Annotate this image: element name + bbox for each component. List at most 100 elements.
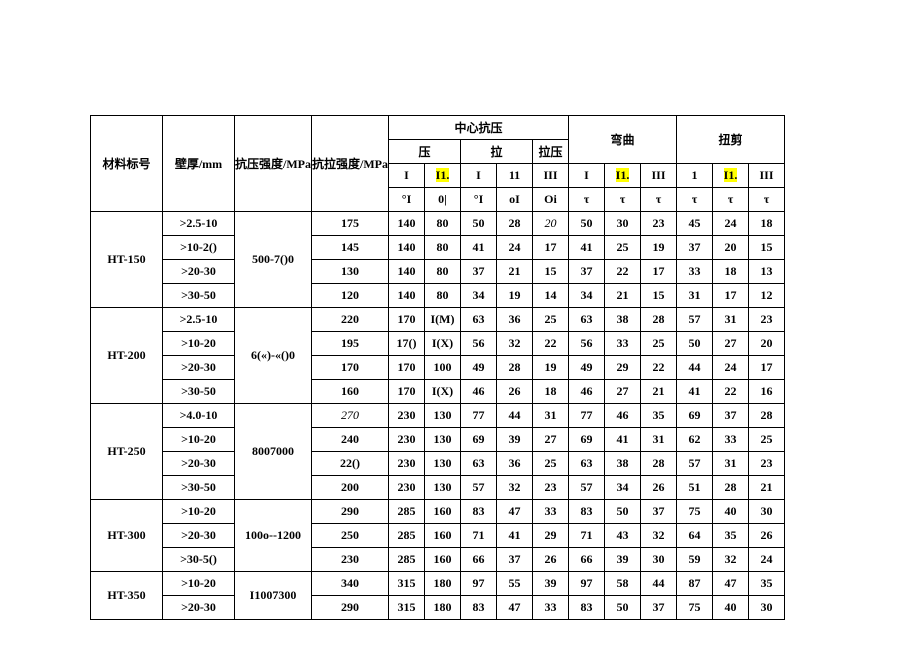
cell-val: 19	[641, 236, 677, 260]
cell-val: 37	[461, 260, 497, 284]
cell-tens: 240	[312, 428, 389, 452]
cell-val: I(M)	[425, 308, 461, 332]
cell-val: 47	[497, 596, 533, 620]
cell-wall: >10-20	[163, 428, 235, 452]
cell-val: 230	[389, 476, 425, 500]
cell-val: 43	[605, 524, 641, 548]
cell-wall: >30-5()	[163, 548, 235, 572]
table-row: >30-50200230130573223573426512821	[91, 476, 785, 500]
sub-la: 拉	[461, 140, 533, 164]
cell-val: 37	[641, 596, 677, 620]
cell-val: 18	[533, 380, 569, 404]
cell-val: 26	[497, 380, 533, 404]
cell-val: 21	[605, 284, 641, 308]
cell-wall: >20-30	[163, 524, 235, 548]
cell-wall: >20-30	[163, 356, 235, 380]
col-comp: 抗压强度/MPa	[235, 116, 312, 212]
cell-val: 130	[425, 476, 461, 500]
cell-val: 29	[605, 356, 641, 380]
cell-val: 64	[677, 524, 713, 548]
cell-val: 17	[533, 236, 569, 260]
hdr-r4-9: τ	[713, 188, 749, 212]
cell-wall: >10-20	[163, 332, 235, 356]
table-row: >20-3013014080372115372217331813	[91, 260, 785, 284]
cell-val: 44	[641, 572, 677, 596]
cell-val: 130	[425, 452, 461, 476]
cell-val: 33	[533, 500, 569, 524]
cell-wall: >2.5-10	[163, 308, 235, 332]
cell-val: 97	[569, 572, 605, 596]
cell-tens: 230	[312, 548, 389, 572]
cell-val: 28	[713, 476, 749, 500]
cell-val: 69	[569, 428, 605, 452]
cell-val: 31	[641, 428, 677, 452]
cell-val: 63	[461, 308, 497, 332]
cell-val: 50	[605, 596, 641, 620]
cell-val: 41	[569, 236, 605, 260]
cell-val: 25	[605, 236, 641, 260]
cell-tens: 270	[312, 404, 389, 428]
cell-val: 32	[497, 476, 533, 500]
cell-val: 31	[677, 284, 713, 308]
cell-comp: I1007300	[235, 572, 312, 620]
cell-val: 32	[641, 524, 677, 548]
cell-val: 62	[677, 428, 713, 452]
cell-val: 50	[569, 212, 605, 236]
cell-material: HT-200	[91, 308, 163, 404]
cell-val: 87	[677, 572, 713, 596]
table-row: >10-20240230130693927694131623325	[91, 428, 785, 452]
cell-val: 83	[461, 500, 497, 524]
cell-val: 44	[677, 356, 713, 380]
cell-val: 24	[497, 236, 533, 260]
cell-val: 315	[389, 596, 425, 620]
cell-material: HT-250	[91, 404, 163, 500]
cell-comp: 500-7()0	[235, 212, 312, 308]
cell-val: 57	[461, 476, 497, 500]
cell-val: I(X)	[425, 380, 461, 404]
cell-val: 180	[425, 572, 461, 596]
cell-tens: 290	[312, 596, 389, 620]
cell-val: 63	[569, 308, 605, 332]
cell-val: 26	[641, 476, 677, 500]
cell-val: 41	[605, 428, 641, 452]
table-row: >20-3022()230130633625633828573123	[91, 452, 785, 476]
cell-val: 63	[569, 452, 605, 476]
cell-val: 100	[425, 356, 461, 380]
cell-val: 25	[749, 428, 785, 452]
cell-val: 26	[533, 548, 569, 572]
cell-val: 14	[533, 284, 569, 308]
cell-val: 80	[425, 284, 461, 308]
cell-val: 17()	[389, 332, 425, 356]
cell-val: 160	[425, 500, 461, 524]
cell-val: I(X)	[425, 332, 461, 356]
hdr-r3-4: III	[533, 164, 569, 188]
cell-wall: >10-2()	[163, 236, 235, 260]
cell-val: 30	[749, 500, 785, 524]
cell-val: 15	[749, 236, 785, 260]
cell-val: 19	[533, 356, 569, 380]
cell-val: 17	[749, 356, 785, 380]
cell-material: HT-300	[91, 500, 163, 572]
cell-val: 83	[569, 596, 605, 620]
cell-val: 55	[497, 572, 533, 596]
cell-val: 47	[713, 572, 749, 596]
cell-val: 50	[461, 212, 497, 236]
cell-val: 80	[425, 236, 461, 260]
cell-val: 40	[713, 500, 749, 524]
cell-val: 24	[713, 212, 749, 236]
cell-val: 59	[677, 548, 713, 572]
cell-val: 31	[533, 404, 569, 428]
cell-val: 75	[677, 596, 713, 620]
table-row: HT-300>10-20100o--1200290285160834733835…	[91, 500, 785, 524]
group-tors: 扭剪	[677, 116, 785, 164]
cell-val: 50	[677, 332, 713, 356]
cell-val: 46	[605, 404, 641, 428]
hdr-r4-2: °I	[461, 188, 497, 212]
cell-val: 69	[461, 428, 497, 452]
cell-tens: 22()	[312, 452, 389, 476]
table-row: >20-30250285160714129714332643526	[91, 524, 785, 548]
hdr-r4-6: τ	[605, 188, 641, 212]
cell-val: 34	[461, 284, 497, 308]
cell-val: 36	[497, 308, 533, 332]
cell-val: 80	[425, 212, 461, 236]
